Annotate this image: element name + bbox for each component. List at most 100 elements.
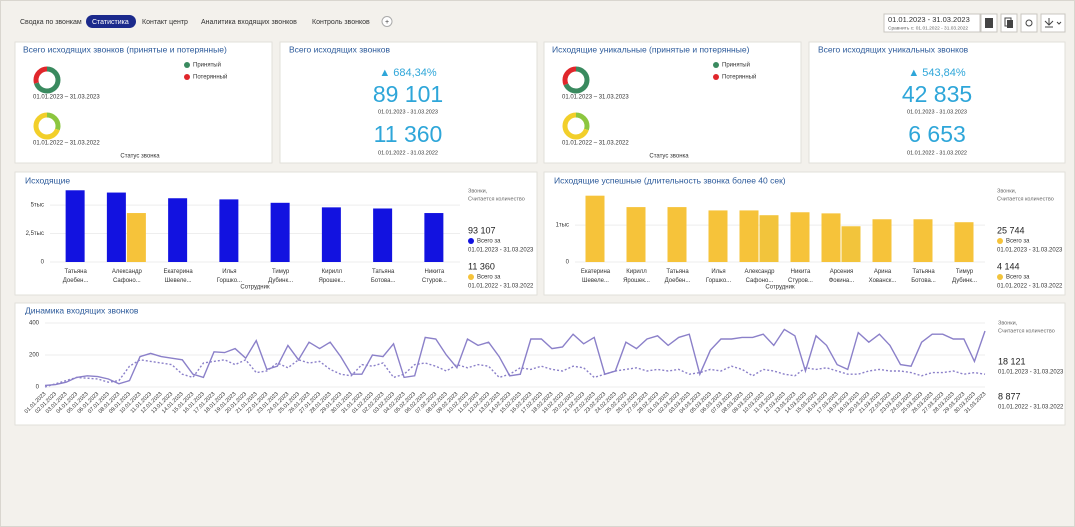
card	[14, 41, 273, 164]
x-tick-label: Екатерина Шевеле...	[163, 269, 193, 284]
y-tick-label: 0	[41, 260, 45, 266]
x-tick-label: Татьяна Ботова...	[911, 269, 936, 284]
x-tick-label: Арсения Фокина...	[829, 269, 855, 284]
card-title: Исходящие уникальные (принятые и потерян…	[552, 44, 750, 54]
x-tick-line: Никита	[425, 269, 445, 275]
legend-period: 01.01.2023 - 31.03.2023	[998, 370, 1064, 376]
donut-period: 01.01.2023 – 31.03.2023	[562, 95, 629, 101]
line-series	[44, 328, 986, 387]
bar	[790, 212, 810, 262]
bar	[219, 199, 239, 262]
tab[interactable]: Контакт центр	[142, 19, 188, 26]
x-tick-line: Арсения	[830, 269, 854, 275]
bar	[759, 215, 779, 262]
kpi-period: 01.01.2023 - 31.03.2023	[378, 109, 438, 115]
x-axis-label: Сотрудник	[240, 285, 270, 291]
x-tick-label: Никита Стуров...	[422, 269, 447, 284]
kpi-current: 89 101	[373, 81, 443, 107]
donut-segment	[562, 66, 590, 94]
x-axis-label: Сотрудник	[765, 285, 795, 291]
legend-label: Всего за	[477, 239, 501, 245]
export-button[interactable]	[1040, 13, 1066, 33]
legend-dot	[468, 274, 474, 280]
x-tick-line: Тимур	[956, 269, 974, 275]
legend-title: Звонки,	[998, 320, 1018, 326]
x-tick-line: Арина	[874, 269, 892, 275]
x-tick-label: Екатерина Шевеле...	[581, 269, 611, 284]
legend-title: Считается количество	[997, 196, 1054, 202]
x-tick-line: Фокина...	[829, 278, 855, 284]
legend-period: 01.01.2023 - 31.03.2023	[997, 248, 1063, 254]
donut-segment	[33, 112, 61, 140]
card-title: Всего исходящих уникальных звонков	[818, 44, 969, 54]
bar	[65, 190, 85, 262]
legend-label: Всего за	[1006, 239, 1030, 245]
y-tick-label: 0	[36, 385, 40, 391]
x-tick-line: Стуров...	[788, 278, 813, 284]
chart-title: Исходящие успешные (длительность звонка …	[554, 175, 786, 185]
x-tick-line: Александр	[112, 269, 143, 275]
tab[interactable]: Контроль звонков	[312, 19, 370, 26]
bar	[168, 198, 188, 262]
active-tab[interactable]	[86, 15, 136, 28]
x-tick-line: Татьяна	[372, 269, 395, 275]
share-button[interactable]	[1020, 13, 1038, 33]
x-tick-line: Кирилл	[626, 269, 647, 275]
legend-label: Принятый	[722, 62, 750, 69]
tab[interactable]: Сводка по звонкам	[20, 19, 82, 26]
legend-total: 11 360	[468, 261, 495, 271]
tab[interactable]: Статистика	[92, 19, 129, 26]
bar	[667, 207, 687, 262]
bar	[739, 210, 759, 262]
legend-label: Всего за	[1006, 275, 1030, 281]
x-tick-line: Горшко...	[706, 278, 732, 284]
legend-dot	[713, 74, 719, 80]
x-tick-label: Тимур Дубинк...	[268, 269, 293, 284]
x-tick-label: Никита Стуров...	[788, 269, 813, 284]
share-icon	[1025, 19, 1033, 27]
legend-dot	[184, 62, 190, 68]
legend-dot	[468, 238, 474, 244]
x-tick-line: Александр	[744, 269, 775, 275]
y-tick-label: 2,5тыс	[26, 231, 44, 237]
legend-total: 8 877	[998, 391, 1021, 401]
x-tick-line: Шевеле...	[582, 278, 609, 284]
x-tick-label: Илья Горшко...	[706, 269, 732, 284]
legend-dot	[997, 274, 1003, 280]
legend-title: Звонки,	[997, 188, 1017, 194]
x-tick-line: Никита	[791, 269, 811, 275]
dropdown-icon	[1056, 21, 1062, 25]
kpi-previous: 11 360	[374, 121, 443, 147]
x-tick-line: Дубинк...	[952, 278, 977, 284]
x-tick-line: Татьяна	[666, 269, 689, 275]
tab[interactable]: Аналитика входящих звонков	[201, 19, 297, 26]
tab[interactable]: +	[385, 19, 389, 26]
x-tick-label: Татьяна Доебен...	[665, 269, 691, 284]
donut-segment	[33, 66, 61, 94]
x-tick-line: Екатерина	[163, 269, 193, 275]
x-tick-line: Горшко...	[217, 278, 243, 284]
bar	[126, 213, 146, 262]
x-tick-line: Ярошек...	[623, 278, 650, 284]
legend-total: 4 144	[997, 261, 1020, 271]
x-tick-label: Александр Сафоно...	[112, 269, 143, 284]
y-tick-label: 5тыс	[31, 203, 44, 209]
x-tick-line: Доебен...	[63, 278, 89, 284]
x-tick-line: Тимур	[272, 269, 290, 275]
kpi-change: ▲ 543,84%	[908, 67, 966, 79]
add-tab[interactable]	[381, 16, 393, 27]
date-picker[interactable]	[883, 13, 981, 33]
y-tick-label: 400	[29, 321, 40, 327]
x-tick-line: Татьяна	[64, 269, 87, 275]
x-tick-line: Кирилл	[322, 269, 343, 275]
legend-label: Потерянный	[193, 74, 227, 81]
card-title: Всего исходящих звонков	[289, 44, 391, 54]
export-icon	[1044, 18, 1054, 28]
legend-label: Потерянный	[722, 74, 756, 81]
x-tick-label: Александр Сафоно...	[744, 269, 775, 284]
x-tick-line: Доебен...	[665, 278, 691, 284]
bar	[585, 195, 605, 262]
x-tick-label: Кирилл Ярошек...	[318, 269, 345, 284]
